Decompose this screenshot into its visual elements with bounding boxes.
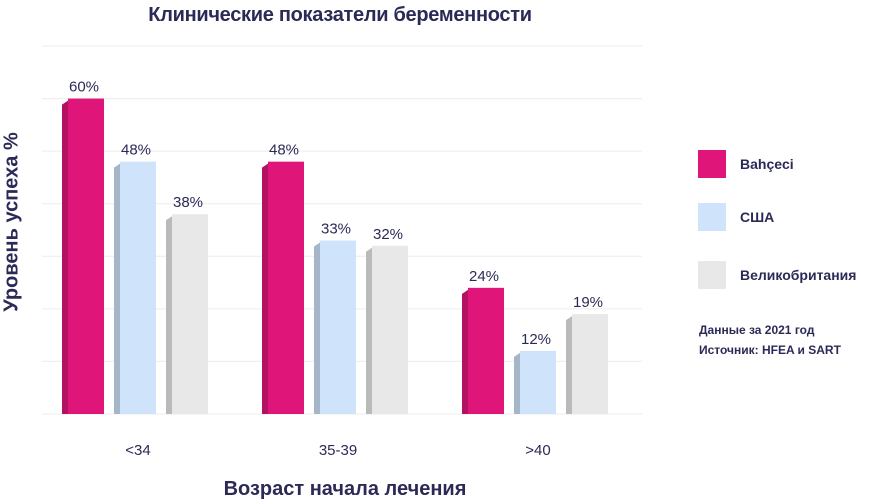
x-tick-label: >40 xyxy=(525,442,550,459)
bar-side xyxy=(462,289,468,414)
bar xyxy=(468,287,504,414)
bar-side xyxy=(62,100,68,415)
data-label: 48% xyxy=(269,142,299,159)
data-label: 19% xyxy=(573,294,603,311)
data-source-note: Источник: HFEA и SART xyxy=(699,343,841,357)
bar xyxy=(120,161,156,414)
bar xyxy=(572,314,608,414)
data-label: 33% xyxy=(321,221,351,238)
x-tick-label: <34 xyxy=(125,442,150,459)
legend-label-uk: Великобритания xyxy=(740,267,857,283)
data-year-note: Данные за 2021 год xyxy=(699,323,815,337)
chart-title: Клинические показатели беременности xyxy=(148,4,532,26)
data-label: 48% xyxy=(121,142,151,159)
data-label: 32% xyxy=(373,226,403,243)
bar-side xyxy=(262,163,268,414)
legend-label-usa: США xyxy=(740,209,775,225)
bar xyxy=(320,240,356,414)
bar xyxy=(68,98,104,415)
legend-item-bahceci: Bahçeci xyxy=(698,150,794,178)
bar-side xyxy=(514,352,520,414)
x-axis-label: Возраст начала лечения xyxy=(223,478,467,500)
legend-swatch-usa xyxy=(698,203,726,231)
data-label: 60% xyxy=(69,79,99,96)
bar-side xyxy=(114,163,120,414)
data-label: 24% xyxy=(469,268,499,285)
bar-side xyxy=(566,316,572,414)
bar-side xyxy=(166,216,172,414)
bar-side xyxy=(366,247,372,414)
bar xyxy=(268,161,304,414)
legend-label-bahceci: Bahçeci xyxy=(740,156,794,172)
data-label: 38% xyxy=(173,194,203,211)
legend-swatch-bahceci xyxy=(698,150,726,178)
x-tick-label: 35-39 xyxy=(319,442,357,459)
bar xyxy=(372,245,408,414)
legend-swatch-uk xyxy=(698,261,726,289)
data-label: 12% xyxy=(521,331,551,348)
legend-item-usa: США xyxy=(698,203,774,231)
bar xyxy=(520,350,556,414)
legend-item-uk: Великобритания xyxy=(698,261,856,289)
bar xyxy=(172,214,208,414)
data-notes: Данные за 2021 год Источник: HFEA и SART xyxy=(699,320,841,360)
bar-side xyxy=(314,242,320,414)
